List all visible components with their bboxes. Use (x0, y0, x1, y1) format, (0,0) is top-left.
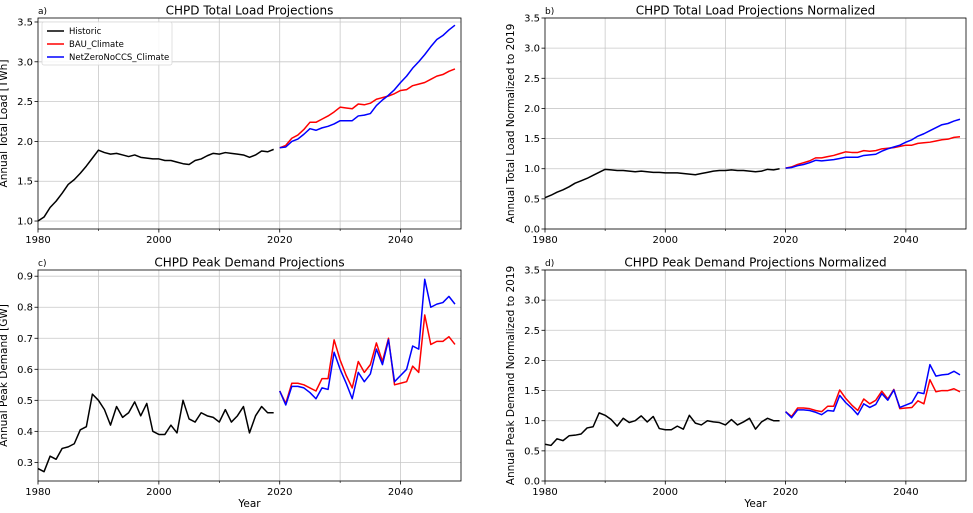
x-tick-label: 2020 (773, 235, 798, 246)
y-tick-label: 2.5 (17, 97, 33, 108)
panel-letter: d) (545, 259, 554, 269)
series-line-3 (279, 24, 456, 149)
y-tick-label: 0.6 (17, 365, 33, 376)
y-tick-label: 2.0 (524, 104, 540, 115)
y-tick-label: 3.0 (17, 57, 33, 68)
panel-title: CHPD Total Load Projections Normalized (636, 4, 876, 18)
series-line-2 (279, 68, 456, 149)
x-tick-label: 2040 (893, 487, 918, 498)
y-tick-label: 2.5 (524, 74, 540, 85)
x-axis-label: Year (743, 498, 767, 510)
series-line-1 (544, 167, 780, 199)
series-line-1 (37, 148, 274, 222)
y-tick-label: 1.0 (524, 416, 540, 427)
panel-letter: b) (545, 7, 554, 17)
series-line-3 (785, 363, 961, 419)
y-axis-label: Annual Peak Demand Normalized to 2019 (505, 266, 517, 485)
legend-label: BAU_Climate (69, 40, 124, 50)
y-tick-label: 3.5 (17, 17, 33, 28)
y-tick-label: 2.5 (524, 326, 540, 337)
y-tick-label: 0.0 (524, 477, 540, 488)
x-tick-label: 2020 (267, 487, 292, 498)
y-tick-label: 0.3 (17, 458, 33, 469)
y-tick-label: 0.5 (524, 194, 540, 205)
y-tick-label: 0.4 (17, 427, 33, 438)
x-tick-label: 2020 (267, 235, 292, 246)
x-tick-label: 1980 (532, 487, 557, 498)
y-tick-label: 3.5 (524, 266, 540, 277)
y-tick-label: 0.8 (17, 303, 33, 314)
panel-title: CHPD Peak Demand Projections Normalized (624, 256, 886, 270)
y-tick-label: 1.0 (17, 217, 33, 228)
y-tick-label: 3.5 (524, 14, 540, 25)
x-tick-label: 2040 (388, 487, 413, 498)
legend-label: Historic (69, 27, 102, 37)
y-tick-label: 0.0 (524, 225, 540, 236)
panel-letter: c) (38, 259, 46, 269)
y-tick-label: 0.7 (17, 334, 33, 345)
y-tick-label: 2.0 (524, 356, 540, 367)
series-line-2 (785, 378, 961, 418)
x-tick-label: 1980 (25, 235, 50, 246)
legend-label: NetZeroNoCCS_Climate (69, 53, 169, 63)
series-line-3 (279, 278, 456, 406)
x-axis-label: Year (237, 498, 261, 510)
x-tick-label: 2000 (146, 235, 171, 246)
panel-title: CHPD Total Load Projections (166, 4, 334, 18)
y-tick-label: 2.0 (17, 137, 33, 148)
y-tick-label: 3.0 (524, 44, 540, 55)
y-tick-label: 0.5 (524, 446, 540, 457)
x-tick-label: 2000 (653, 235, 678, 246)
chart-panel-4: 1980 2000 2020 2040 0.0 0.5 1.0 1.5 2.0 2.5 3.0 3.5… (505, 256, 967, 510)
y-axis-label: Annual Total Load [TWh] (0, 60, 10, 188)
y-tick-label: 1.5 (524, 386, 540, 397)
x-tick-label: 2020 (773, 487, 798, 498)
chart-panel-1: 1980 2000 2020 2040 1.0 1.5 2.0 2.5 3.0 3.5 CHPD T… (0, 4, 462, 246)
chart-panel-3: 1980 2000 2020 2040 0.3 0.4 0.5 0.6 0.7 0.8 0.9 CHP… (0, 256, 462, 510)
series-line-2 (785, 136, 961, 169)
panel-letter: a) (38, 7, 47, 17)
y-tick-label: 1.5 (524, 134, 540, 145)
plot-frame (37, 17, 462, 230)
x-tick-label: 2040 (893, 235, 918, 246)
x-tick-label: 1980 (532, 235, 557, 246)
x-tick-label: 1980 (25, 487, 50, 498)
y-axis-label: Annual Peak Demand [GW] (0, 304, 10, 447)
series-line-3 (785, 118, 961, 169)
panel-title: CHPD Peak Demand Projections (154, 256, 344, 270)
y-tick-label: 1.5 (17, 177, 33, 188)
chart-panel-2: 1980 2000 2020 2040 0.0 0.5 1.0 1.5 2.0 2.5 3.0 3.5… (505, 4, 967, 246)
y-tick-label: 3.0 (524, 296, 540, 307)
y-axis-label: Annual Total Load Normalized to 2019 (505, 24, 517, 224)
plot-frame (37, 269, 462, 482)
y-tick-label: 0.9 (17, 272, 33, 283)
plot-frame (544, 17, 967, 230)
series-line-1 (544, 412, 780, 447)
series-line-1 (37, 393, 274, 473)
x-tick-label: 2000 (146, 487, 171, 498)
y-tick-label: 1.0 (524, 164, 540, 175)
series-line-2 (279, 314, 456, 405)
x-tick-label: 2040 (388, 235, 413, 246)
legend-box (41, 21, 173, 66)
y-tick-label: 0.5 (17, 396, 33, 407)
x-tick-label: 2000 (653, 487, 678, 498)
plot-frame (544, 269, 967, 482)
